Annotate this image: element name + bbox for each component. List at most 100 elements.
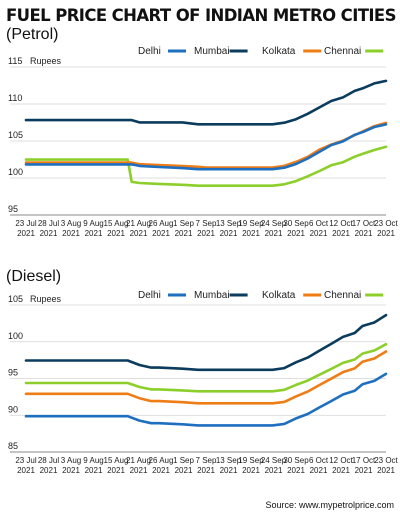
diesel-x-tick-label: 19 Sep 2021 bbox=[238, 456, 264, 475]
diesel-x-tick-year: 2021 bbox=[107, 466, 125, 475]
diesel-x-tick-label: 9 Aug 2021 bbox=[83, 456, 103, 475]
petrol-legend-label-delhi: Delhi bbox=[138, 46, 161, 57]
petrol-x-tick-year: 2021 bbox=[62, 229, 80, 238]
petrol-x-tick-label: 9 Aug 2021 bbox=[83, 219, 103, 238]
petrol-x-tick-date: 24 Sep bbox=[261, 219, 287, 228]
diesel-legend-label-delhi: Delhi bbox=[138, 290, 161, 301]
petrol-y-tick-label: 110 bbox=[8, 93, 22, 103]
diesel-x-tick-label: 23 Oct 2021 bbox=[374, 456, 398, 475]
diesel-series-kolkata-line bbox=[24, 350, 388, 405]
diesel-x-tick-year: 2021 bbox=[197, 466, 215, 475]
petrol-x-tick-year: 2021 bbox=[287, 229, 305, 238]
petrol-x-tick-date: 1 Sep bbox=[173, 219, 194, 228]
petrol-x-tick-label: 26 Aug 2021 bbox=[149, 219, 174, 238]
petrol-x-tick-year: 2021 bbox=[265, 229, 283, 238]
petrol-x-tick-year: 2021 bbox=[130, 229, 148, 238]
petrol-series-mumbai-line bbox=[24, 79, 388, 126]
petrol-x-tick-year: 2021 bbox=[332, 229, 350, 238]
diesel-x-tick-date: 17 Oct bbox=[352, 456, 376, 465]
diesel-series-delhi-line bbox=[24, 372, 388, 427]
diesel-x-tick-date: 28 Jul bbox=[38, 456, 60, 465]
petrol-x-tick-label: 28 Jul 2021 bbox=[38, 219, 60, 238]
diesel-x-tick-label: 24 Sep 2021 bbox=[261, 456, 287, 475]
diesel-x-tick-label: 7 Sep 2021 bbox=[196, 456, 217, 475]
petrol-x-tick-date: 23 Oct bbox=[374, 219, 398, 228]
petrol-y-tick-label: 115 bbox=[8, 56, 22, 66]
diesel-x-tick-date: 23 Jul bbox=[15, 456, 37, 465]
petrol-x-tick-year: 2021 bbox=[310, 229, 328, 238]
petrol-x-tick-date: 9 Aug bbox=[83, 219, 103, 228]
petrol-x-tick-year: 2021 bbox=[40, 229, 58, 238]
diesel-panel-label: (Diesel) bbox=[6, 268, 62, 285]
diesel-x-tick-date: 9 Aug bbox=[83, 456, 103, 465]
diesel-x-tick-year: 2021 bbox=[265, 466, 283, 475]
petrol-x-tick-year: 2021 bbox=[85, 229, 103, 238]
petrol-x-tick-year: 2021 bbox=[377, 229, 395, 238]
diesel-y-tick-label: 100 bbox=[8, 331, 23, 341]
petrol-x-tick-label: 13 Sep 2021 bbox=[216, 219, 242, 238]
petrol-x-tick-year: 2021 bbox=[17, 229, 35, 238]
diesel-x-tick-date: 23 Oct bbox=[374, 456, 398, 465]
diesel-x-tick-year: 2021 bbox=[242, 466, 260, 475]
diesel-x-tick-year: 2021 bbox=[62, 466, 80, 475]
petrol-y-tick-label: 105 bbox=[8, 130, 23, 140]
petrol-panel-label: (Petrol) bbox=[6, 26, 59, 43]
diesel-x-tick-label: 28 Jul 2021 bbox=[38, 456, 60, 475]
diesel-x-tick-date: 30 Sep bbox=[283, 456, 309, 465]
petrol-x-tick-label: 15 Aug 2021 bbox=[104, 219, 129, 238]
petrol-series-delhi-line bbox=[24, 123, 388, 171]
petrol-x-tick-label: 30 Sep 2021 bbox=[283, 219, 309, 238]
petrol-x-tick-year: 2021 bbox=[242, 229, 260, 238]
diesel-x-tick-year: 2021 bbox=[130, 466, 148, 475]
petrol-x-tick-label: 17 Oct 2021 bbox=[352, 219, 376, 238]
diesel-x-tick-date: 19 Sep bbox=[238, 456, 264, 465]
diesel-x-tick-year: 2021 bbox=[377, 466, 395, 475]
petrol-x-tick-label: 12 Oct 2021 bbox=[329, 219, 353, 238]
diesel-x-tick-year: 2021 bbox=[332, 466, 350, 475]
diesel-x-tick-label: 26 Aug 2021 bbox=[149, 456, 174, 475]
petrol-x-tick-label: 3 Aug 2021 bbox=[61, 219, 81, 238]
diesel-x-tick-date: 15 Aug bbox=[104, 456, 129, 465]
petrol-x-tick-label: 19 Sep 2021 bbox=[238, 219, 264, 238]
petrol-x-tick-year: 2021 bbox=[197, 229, 215, 238]
diesel-legend-label-chennai: Chennai bbox=[324, 290, 361, 301]
petrol-y-axis-label: Rupees bbox=[30, 56, 62, 66]
petrol-x-tick-year: 2021 bbox=[220, 229, 238, 238]
diesel-y-tick-label: 105 bbox=[8, 294, 23, 304]
diesel-x-tick-label: 17 Oct 2021 bbox=[352, 456, 376, 475]
diesel-x-tick-label: 13 Sep 2021 bbox=[216, 456, 242, 475]
diesel-x-tick-label: 1 Sep 2021 bbox=[173, 456, 194, 475]
petrol-x-tick-year: 2021 bbox=[355, 229, 373, 238]
diesel-x-tick-year: 2021 bbox=[287, 466, 305, 475]
diesel-x-tick-label: 3 Aug 2021 bbox=[61, 456, 81, 475]
petrol-x-tick-date: 28 Jul bbox=[38, 219, 60, 228]
petrol-x-tick-label: 23 Oct 2021 bbox=[374, 219, 398, 238]
petrol-x-tick-label: 24 Sep 2021 bbox=[261, 219, 287, 238]
diesel-x-tick-date: 7 Sep bbox=[196, 456, 217, 465]
petrol-x-tick-label: 21 Aug 2021 bbox=[126, 219, 151, 238]
petrol-x-tick-date: 19 Sep bbox=[238, 219, 264, 228]
diesel-x-tick-label: 15 Aug 2021 bbox=[104, 456, 129, 475]
petrol-x-tick-label: 23 Jul 2021 bbox=[15, 219, 37, 238]
diesel-x-tick-year: 2021 bbox=[85, 466, 103, 475]
diesel-x-tick-date: 12 Oct bbox=[329, 456, 353, 465]
diesel-series-chennai-line bbox=[24, 342, 388, 393]
petrol-y-tick-label: 100 bbox=[8, 167, 23, 177]
diesel-series-mumbai-line bbox=[24, 313, 388, 372]
petrol-x-tick-date: 13 Sep bbox=[216, 219, 242, 228]
petrol-x-tick-date: 30 Sep bbox=[283, 219, 309, 228]
diesel-x-tick-date: 6 Oct bbox=[309, 456, 329, 465]
diesel-legend-label-mumbai: Mumbai bbox=[194, 290, 230, 301]
diesel-x-tick-date: 1 Sep bbox=[173, 456, 194, 465]
petrol-x-tick-label: 6 Oct 2021 bbox=[309, 219, 329, 238]
petrol-x-tick-year: 2021 bbox=[152, 229, 170, 238]
diesel-y-tick-label: 90 bbox=[8, 404, 18, 414]
petrol-x-tick-year: 2021 bbox=[107, 229, 125, 238]
diesel-x-tick-label: 23 Jul 2021 bbox=[15, 456, 37, 475]
diesel-x-tick-date: 21 Aug bbox=[126, 456, 151, 465]
petrol-x-tick-date: 6 Oct bbox=[309, 219, 329, 228]
diesel-x-tick-year: 2021 bbox=[175, 466, 193, 475]
petrol-x-tick-date: 12 Oct bbox=[329, 219, 353, 228]
